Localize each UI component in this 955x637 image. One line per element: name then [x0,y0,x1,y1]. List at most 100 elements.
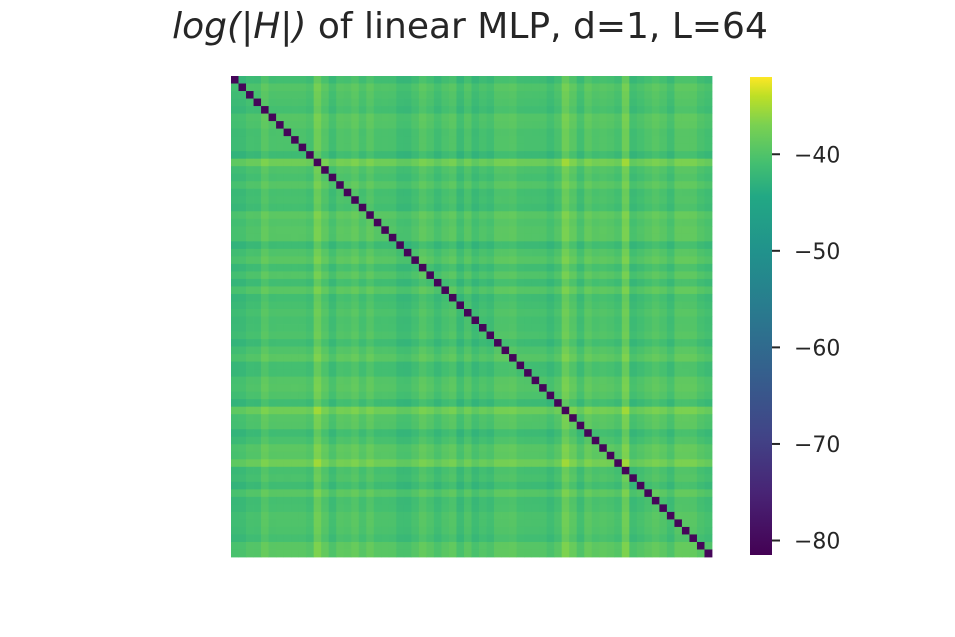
heatmap-cell [651,143,660,152]
heatmap-cell [614,301,623,310]
heatmap-cell [644,534,653,543]
heatmap-cell [561,421,570,430]
heatmap-cell [554,128,563,137]
heatmap-cell [644,354,653,362]
heatmap-cell [696,496,705,505]
heatmap-cell [696,76,705,84]
heatmap-cell [291,308,300,317]
heatmap-cell [366,421,375,430]
heatmap-cell [621,459,630,468]
heatmap-cell [381,534,390,543]
heatmap-cell [343,271,352,280]
heatmap-cell [546,278,555,287]
heatmap-cell [418,436,427,445]
heatmap-cell [696,459,705,468]
heatmap-cell [599,256,608,265]
heatmap-cell [539,369,548,378]
heatmap-cell [306,549,315,558]
heatmap-cell [494,218,502,227]
heatmap-cell [509,361,517,370]
heatmap-cell [539,376,548,385]
heatmap-cell [298,489,307,498]
heatmap-cell [396,143,405,152]
heatmap-cell [509,256,517,265]
heatmap-cell [313,496,322,505]
heatmap-cell [509,459,517,468]
heatmap-cell [441,151,450,160]
heatmap-cell [644,301,653,310]
heatmap-cell [396,391,405,400]
heatmap-cell [441,481,450,490]
heatmap-cell [306,98,315,107]
heatmap-cell [411,346,420,355]
heatmap-cell [531,466,540,475]
heatmap-cell [681,331,690,340]
heatmap-cell [599,76,608,84]
heatmap-cell [636,188,645,197]
heatmap-cell [253,316,262,325]
heatmap-cell [561,511,570,520]
heatmap-cell [261,226,269,235]
heatmap-cell [441,158,450,167]
heatmap-cell [336,128,345,137]
heatmap-cell [268,226,277,235]
heatmap-cell [561,496,570,505]
heatmap-cell [591,504,600,513]
heatmap-cell [494,331,502,340]
heatmap-cell [629,354,638,362]
heatmap-cell [606,481,615,490]
heatmap-cell [644,256,653,265]
heatmap-cell [336,451,345,460]
heatmap-cell [539,226,548,235]
heatmap-cell [388,549,397,558]
heatmap-cell [479,376,487,385]
heatmap-cell [509,188,517,197]
heatmap-cell [479,241,487,250]
heatmap-cell [621,121,630,130]
heatmap-cell [606,256,615,265]
heatmap-cell [629,429,638,438]
heatmap-cell [231,391,239,400]
heatmap-cell [696,301,705,310]
heatmap-cell [524,466,533,475]
heatmap-cell [531,218,540,227]
heatmap-cell [576,113,585,122]
heatmap-cell [283,286,292,295]
heatmap-cell [253,181,262,190]
heatmap-cell [524,391,533,400]
heatmap-cell [343,474,352,483]
heatmap-cell [644,474,653,483]
heatmap-cell [486,98,495,107]
heatmap-cell [456,369,465,378]
heatmap-cell [336,489,345,498]
heatmap-cell [591,406,600,415]
heatmap-cell [441,278,450,287]
heatmap-cell [411,406,420,415]
heatmap-cell [276,474,285,483]
heatmap-cell [696,128,705,137]
heatmap-cell [539,346,548,355]
heatmap-cell [328,181,337,190]
heatmap-cell [448,263,457,272]
heatmap-cell [516,128,525,137]
heatmap-cell [666,541,675,550]
heatmap-cell [411,421,420,430]
heatmap-cell [636,278,645,287]
heatmap-cell [531,414,540,423]
heatmap-cell [276,399,285,408]
heatmap-cell [433,301,442,310]
heatmap-cell [644,218,653,227]
heatmap-cell [614,136,623,145]
heatmap-cell [336,233,345,242]
heatmap-cell [231,459,239,468]
heatmap-cell [328,421,337,430]
heatmap-cell [298,233,307,242]
heatmap-cell [246,406,254,415]
heatmap-cell [426,83,435,92]
heatmap-cell [546,459,555,468]
heatmap-cell-diagonal [238,83,247,92]
heatmap-cell [614,203,623,212]
heatmap-cell [388,481,397,490]
heatmap-cell [531,429,540,438]
heatmap-cell [621,324,630,332]
